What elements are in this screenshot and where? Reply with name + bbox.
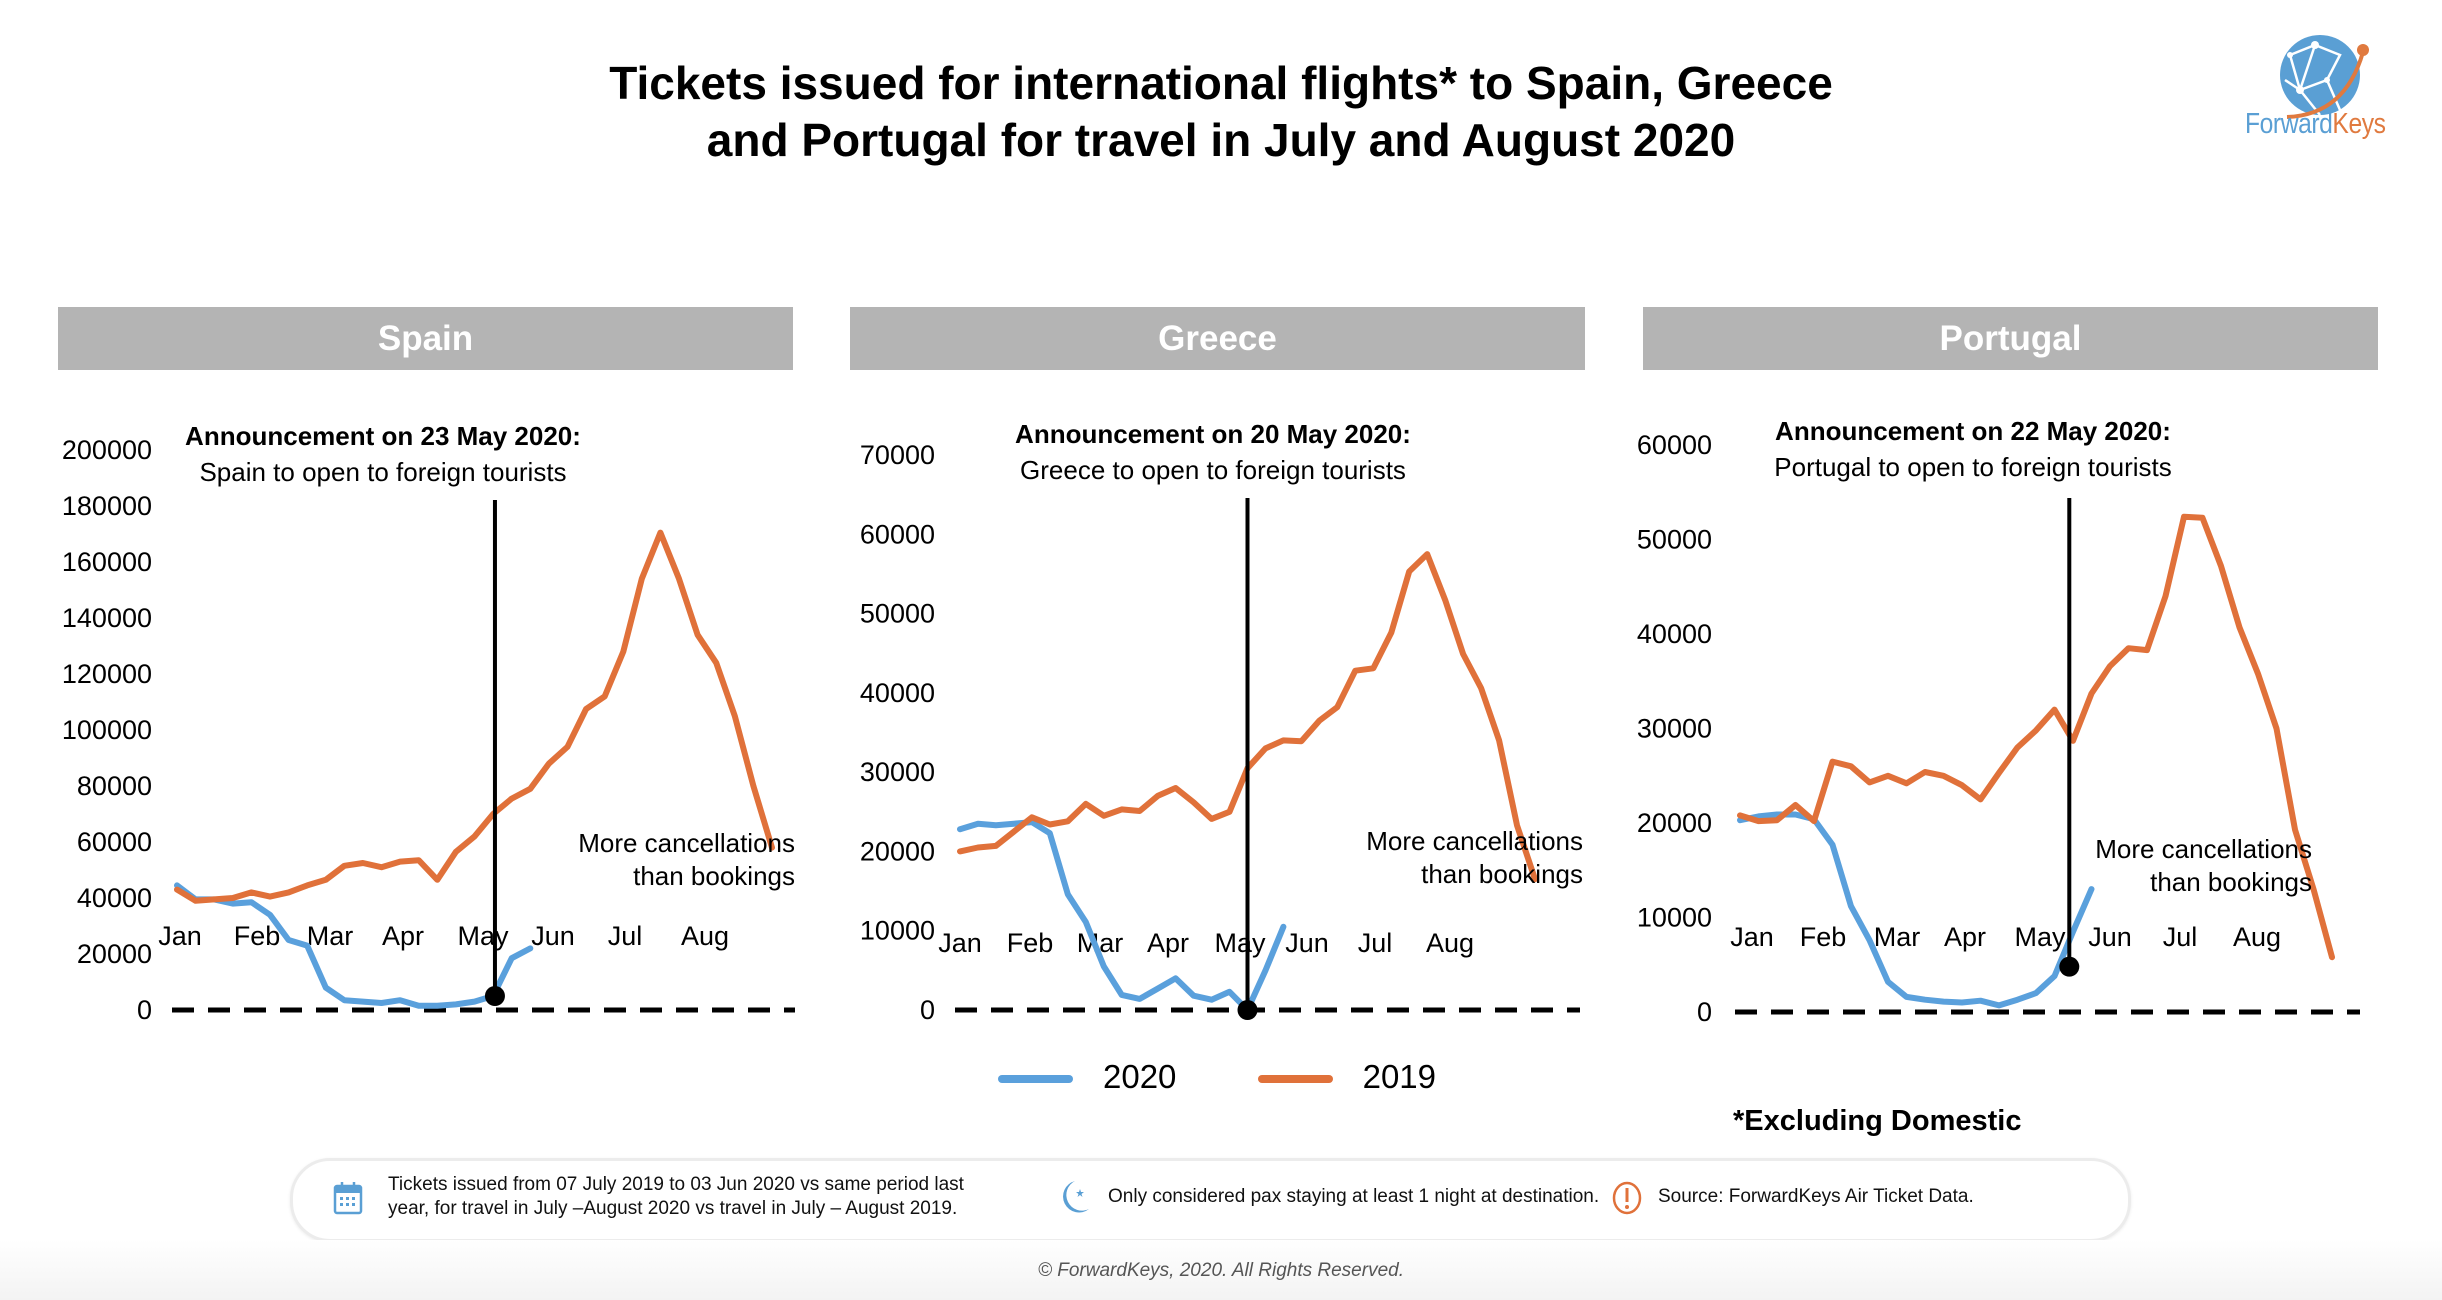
spain-xtick-label: Feb bbox=[234, 921, 281, 951]
copyright: © ForwardKeys, 2020. All Rights Reserved… bbox=[1037, 1260, 1404, 1281]
portugal-xtick-label: Mar bbox=[1874, 922, 1921, 952]
portugal-ytick-label: 20000 bbox=[1637, 808, 1712, 838]
note-source: Source: ForwardKeys Air Ticket Data. bbox=[1658, 1186, 1974, 1207]
spain-xtick-label: Mar bbox=[307, 921, 354, 951]
title-line-1: Tickets issued for international flights… bbox=[609, 57, 1833, 109]
greece-xtick-label: Jun bbox=[1285, 928, 1329, 958]
portugal-xtick-label: Feb bbox=[1800, 922, 1847, 952]
portugal-note-line-2: than bookings bbox=[2150, 867, 2312, 897]
greece-ytick-label: 10000 bbox=[860, 916, 935, 946]
legend-label-2020: 2020 bbox=[1103, 1058, 1177, 1095]
portugal-ytick-label: 30000 bbox=[1637, 714, 1712, 744]
portugal-series-2020 bbox=[1737, 811, 2095, 1009]
spain-annotation-text: Spain to open to foreign tourists bbox=[199, 457, 566, 487]
portugal-ytick-label: 10000 bbox=[1637, 903, 1712, 933]
calendar-icon bbox=[333, 1182, 363, 1215]
moon-icon bbox=[1063, 1181, 1089, 1213]
legend-swatch-2019 bbox=[1257, 1075, 1333, 1084]
greece-ytick-label: 30000 bbox=[860, 757, 935, 787]
portugal-annotation-text: Portugal to open to foreign tourists bbox=[1774, 452, 2171, 482]
footer-background bbox=[0, 1240, 2442, 1300]
spain-ytick-label: 40000 bbox=[77, 883, 152, 913]
page-title: Tickets issued for international flights… bbox=[0, 55, 2442, 169]
portugal-xtick-label: Jul bbox=[2163, 922, 2198, 952]
footnote-excluding-domestic: *Excluding Domestic bbox=[1733, 1105, 2022, 1137]
greece-ytick-label: 60000 bbox=[860, 519, 935, 549]
portugal-ytick-label: 40000 bbox=[1637, 619, 1712, 649]
legend-swatch-2020 bbox=[998, 1075, 1073, 1084]
greece-ytick-label: 70000 bbox=[860, 440, 935, 470]
spain-note-line-2: than bookings bbox=[633, 861, 795, 891]
portugal-annotation-title: Announcement on 22 May 2020: bbox=[1775, 416, 2171, 446]
greece-annotation-text: Greece to open to foreign tourists bbox=[1020, 455, 1406, 485]
globe-icon bbox=[2280, 35, 2369, 119]
note-period: Tickets issued from 07 July 2019 to 03 J… bbox=[388, 1173, 964, 1221]
spain-ytick-label: 20000 bbox=[77, 939, 152, 969]
greece-series-2020 bbox=[957, 819, 1287, 1013]
title-line-2: and Portugal for travel in July and Augu… bbox=[706, 114, 1736, 166]
panel-header-spain: Spain bbox=[58, 307, 793, 370]
spain-xtick-label: Jun bbox=[531, 921, 575, 951]
logo-part-1: Forward bbox=[2245, 108, 2333, 140]
spain-series-2020 bbox=[174, 882, 534, 1009]
portugal-note-line-1: More cancellations bbox=[2095, 834, 2312, 864]
spain-series-2019 bbox=[174, 529, 775, 904]
greece-ytick-label: 0 bbox=[920, 995, 935, 1025]
logo-part-2: Keys bbox=[2332, 108, 2386, 140]
logo-text: ForwardKeys bbox=[2245, 108, 2386, 141]
portugal-series-2019 bbox=[1737, 513, 2335, 961]
spain-ytick-label: 120000 bbox=[62, 659, 152, 689]
spain-xtick-label: May bbox=[457, 921, 509, 951]
spain-ytick-label: 100000 bbox=[62, 715, 152, 745]
spain-ytick-label: 200000 bbox=[62, 435, 152, 465]
legend-label-2019: 2019 bbox=[1362, 1058, 1437, 1095]
greece-note-line-1: More cancellations bbox=[1366, 826, 1583, 856]
alert-icon bbox=[1612, 1181, 1642, 1215]
greece-ytick-label: 20000 bbox=[860, 836, 935, 866]
greece-xtick-label: Jan bbox=[938, 928, 982, 958]
spain-ytick-label: 80000 bbox=[77, 771, 152, 801]
spain-ytick-label: 60000 bbox=[77, 827, 152, 857]
greece-xtick-label: Aug bbox=[1426, 928, 1474, 958]
greece-xtick-label: Apr bbox=[1147, 928, 1189, 958]
portugal-xtick-label: Jan bbox=[1730, 922, 1774, 952]
note-pax: Only considered pax staying at least 1 n… bbox=[1108, 1186, 1600, 1207]
portugal-ytick-label: 0 bbox=[1697, 997, 1712, 1027]
note-period-line-2: year, for travel in July –August 2020 vs… bbox=[388, 1198, 958, 1219]
greece-xtick-label: Feb bbox=[1007, 928, 1054, 958]
spain-note-line-1: More cancellations bbox=[578, 828, 795, 858]
portugal-xtick-label: Jun bbox=[2088, 922, 2132, 952]
spain-ytick-label: 180000 bbox=[62, 491, 152, 521]
spain-announcement-marker bbox=[484, 986, 505, 1006]
portugal-xtick-label: Aug bbox=[2233, 922, 2281, 952]
greece-ytick-label: 40000 bbox=[860, 678, 935, 708]
portugal-announcement-marker bbox=[2059, 956, 2080, 977]
portugal-ytick-label: 60000 bbox=[1637, 430, 1712, 460]
note-period-line-1: Tickets issued from 07 July 2019 to 03 J… bbox=[388, 1174, 964, 1195]
legend: 2020 2019 bbox=[998, 1058, 1436, 1096]
greece-xtick-label: Jul bbox=[1358, 928, 1393, 958]
greece-annotation-title: Announcement on 20 May 2020: bbox=[1015, 419, 1411, 449]
portugal-xtick-label: May bbox=[2014, 922, 2066, 952]
greece-note-line-2: than bookings bbox=[1421, 859, 1583, 889]
spain-xtick-label: Jul bbox=[608, 921, 643, 951]
spain-ytick-label: 140000 bbox=[62, 603, 152, 633]
panel-header-greece: Greece bbox=[850, 307, 1585, 370]
spain-annotation-title: Announcement on 23 May 2020: bbox=[185, 421, 581, 451]
notes-box: Tickets issued from 07 July 2019 to 03 J… bbox=[290, 1158, 2131, 1242]
spain-ytick-label: 0 bbox=[137, 995, 152, 1025]
portugal-xtick-label: Apr bbox=[1944, 922, 1986, 952]
spain-xtick-label: Apr bbox=[382, 921, 424, 951]
greece-ytick-label: 50000 bbox=[860, 599, 935, 629]
spain-xtick-label: Jan bbox=[158, 921, 202, 951]
greece-xtick-label: May bbox=[1214, 928, 1266, 958]
spain-ytick-label: 160000 bbox=[62, 547, 152, 577]
spain-xtick-label: Aug bbox=[681, 921, 729, 951]
greece-announcement-marker bbox=[1237, 1000, 1258, 1020]
panel-header-portugal: Portugal bbox=[1643, 307, 2378, 370]
portugal-ytick-label: 50000 bbox=[1637, 525, 1712, 555]
